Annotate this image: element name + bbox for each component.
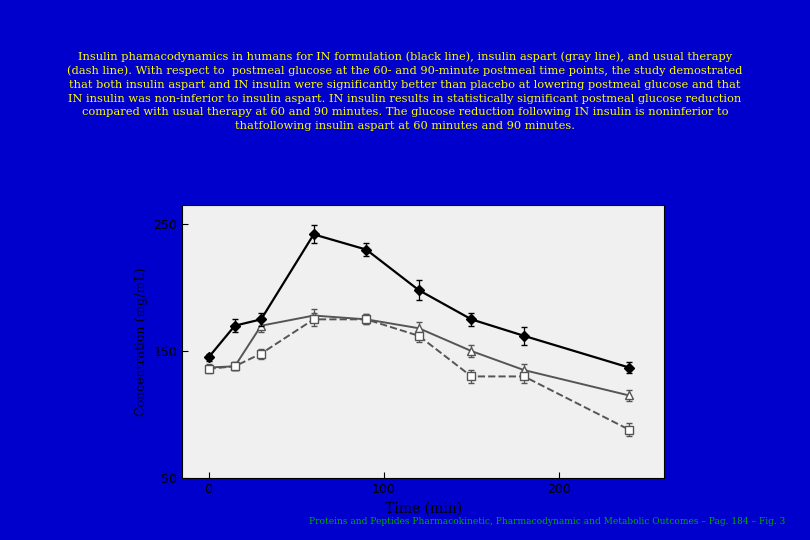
Y-axis label: Concentration (mg/mL): Concentration (mg/mL) — [135, 267, 148, 416]
Text: Insulin phamacodynamics in humans for IN formulation (black line), insulin aspar: Insulin phamacodynamics in humans for IN… — [67, 51, 743, 131]
X-axis label: Time (min): Time (min) — [385, 501, 462, 515]
Text: Proteins and Peptides Pharmacokinetic, Pharmacodynamic and Metabolic Outcomes – : Proteins and Peptides Pharmacokinetic, P… — [309, 517, 786, 526]
